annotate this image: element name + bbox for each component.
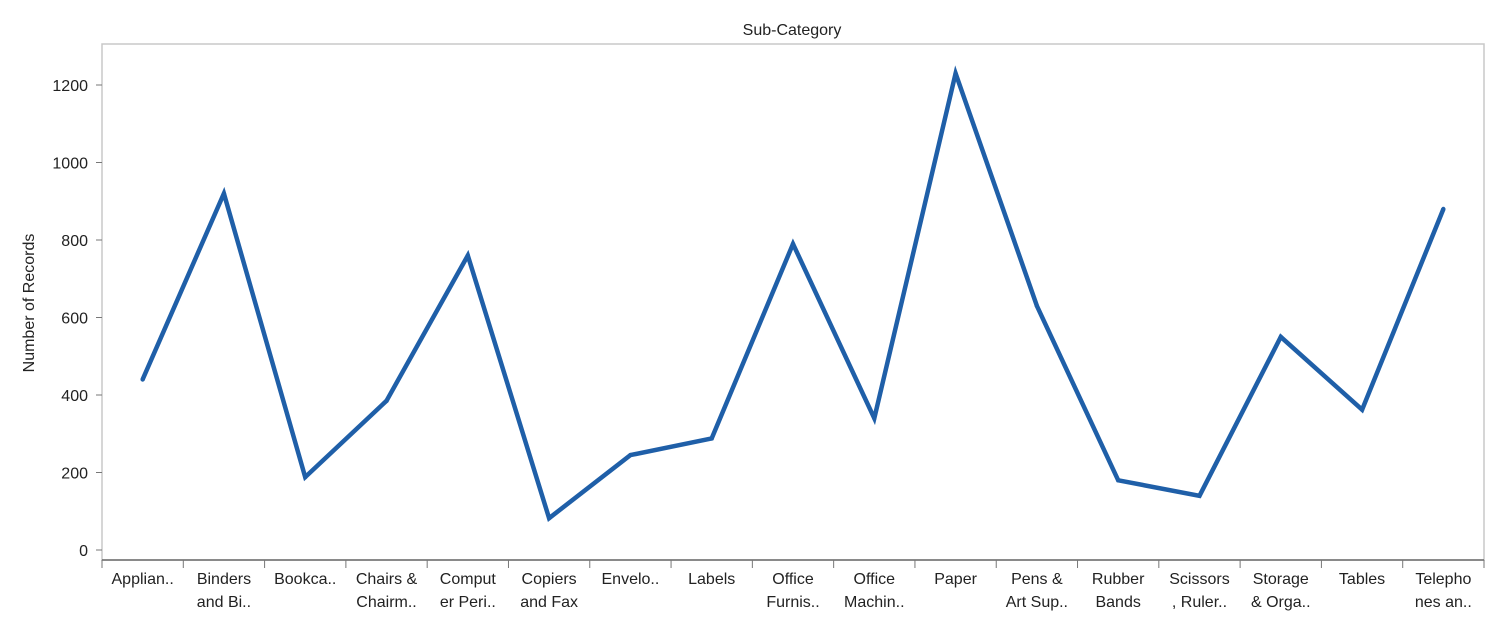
y-axis-title: Number of Records <box>21 234 38 373</box>
x-tick-label: Telepho nes an.. <box>1415 571 1472 611</box>
x-tick-label: Office Machin.. <box>844 571 904 611</box>
data-point <box>628 452 633 458</box>
y-tick-label: 200 <box>61 466 88 483</box>
x-tick-label: Office Furnis.. <box>766 571 819 611</box>
x-tick-label: Bookca.. <box>274 571 336 588</box>
x-tick-label: Applian.. <box>112 571 174 588</box>
data-point <box>221 191 227 196</box>
data-point <box>546 516 552 521</box>
y-axis-ticks: 0 200 400 600 800 1000 1200 <box>52 78 102 560</box>
y-tick-label: 0 <box>79 543 88 560</box>
x-tick-label: Labels <box>688 571 735 588</box>
y-tick-label: 800 <box>61 233 88 250</box>
y-tick-label: 600 <box>61 311 88 328</box>
data-point <box>303 474 308 480</box>
x-tick-label: Comput er Peri.. <box>440 571 497 611</box>
x-tick-label: Chairs & Chairm.. <box>356 571 418 611</box>
x-axis-ticks: Applian.. Binders and Bi.. Bookca.. Chairs &… <box>101 560 1485 611</box>
y-tick-label: 400 <box>61 388 88 405</box>
data-point <box>384 398 389 404</box>
series-group <box>140 65 1446 522</box>
data-point <box>140 377 145 382</box>
data-point <box>709 436 714 441</box>
series-line <box>140 65 1446 522</box>
data-point <box>1034 303 1040 309</box>
chart-title: Sub-Category <box>743 22 842 39</box>
data-point <box>1359 407 1365 412</box>
plot-frame <box>101 43 1485 561</box>
data-point <box>1197 493 1202 498</box>
data-point <box>1115 478 1121 483</box>
x-tick-label: Copiers and Fax <box>520 571 578 611</box>
data-point <box>790 241 796 247</box>
data-point <box>465 253 471 258</box>
data-point <box>872 416 877 421</box>
x-tick-label: Scissors, Ruler.. <box>1169 571 1229 611</box>
x-tick-label: Binders and Bi.. <box>197 571 251 611</box>
data-point <box>1441 206 1446 212</box>
data-point <box>1278 334 1283 340</box>
x-tick-label: Envelo.. <box>602 571 660 588</box>
y-tick-label: 1200 <box>52 78 88 95</box>
data-point <box>953 71 958 76</box>
x-tick-label: Rubber Bands <box>1092 571 1145 611</box>
x-tick-label: Paper <box>934 571 977 588</box>
x-tick-label: Pens & Art Sup.. <box>1006 571 1068 611</box>
x-tick-label: Storage & Orga.. <box>1251 571 1311 611</box>
x-tick-label: Tables <box>1339 571 1385 588</box>
y-tick-label: 1000 <box>52 156 88 173</box>
